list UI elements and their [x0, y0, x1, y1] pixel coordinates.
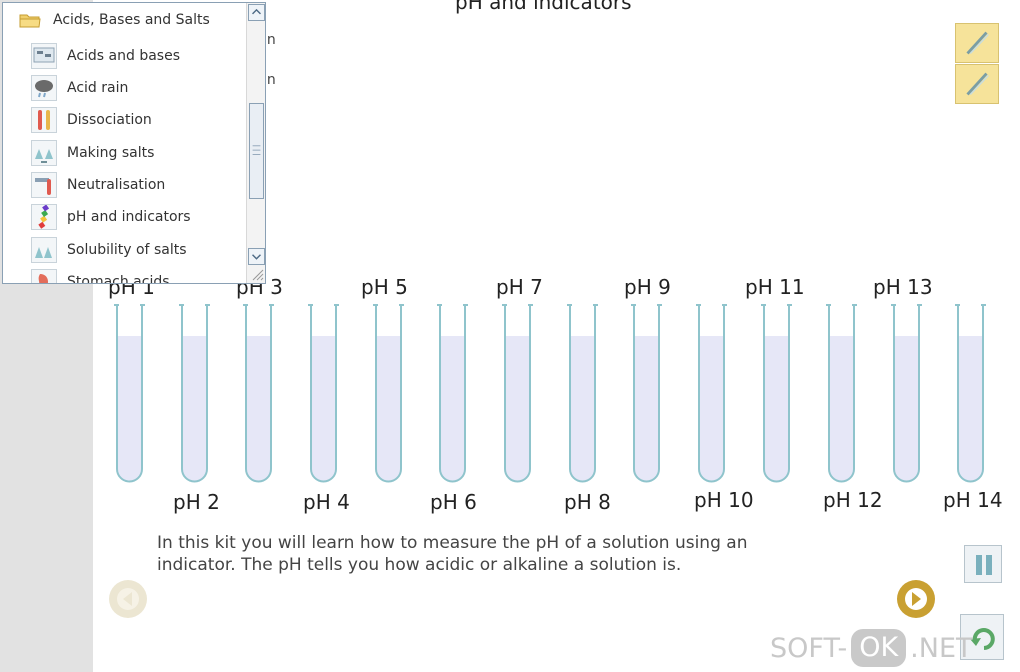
- pause-icon: [976, 555, 982, 575]
- tree-item-label: Acid rain: [67, 80, 129, 96]
- page-title: pH and indicators: [455, 0, 632, 14]
- tree-item-solubility-of-salts[interactable]: Solubility of salts: [31, 235, 241, 265]
- folder-icon: [19, 14, 41, 28]
- acid-rain-icon: [31, 75, 57, 101]
- tube-label: pH 13: [873, 275, 933, 299]
- resize-grip-icon[interactable]: [250, 267, 264, 281]
- indicator-label: in: [263, 72, 276, 88]
- tube-label: pH 10: [694, 488, 754, 512]
- tube-label: pH 5: [361, 275, 408, 299]
- next-button[interactable]: [897, 580, 935, 618]
- tube-label: pH 12: [823, 488, 883, 512]
- tree-item-label: Acids and bases: [67, 48, 181, 64]
- tube-label: pH 6: [430, 490, 477, 514]
- scroll-down-button[interactable]: [248, 248, 265, 265]
- tube-label: pH 7: [496, 275, 543, 299]
- making-salts-icon: [31, 140, 57, 166]
- pencil-icon: [966, 72, 989, 96]
- tree-item-acid-rain[interactable]: Acid rain: [31, 73, 241, 103]
- tree-item-ph-and-indicators[interactable]: pH and indicators: [31, 202, 241, 232]
- solubility-icon: [31, 237, 57, 263]
- tree-item-label: Making salts: [67, 145, 155, 161]
- tree-item-label: Solubility of salts: [67, 242, 187, 258]
- test-tube[interactable]: [308, 303, 339, 485]
- tree-scrollbar[interactable]: [246, 3, 265, 283]
- tree-item-making-salts[interactable]: Making salts: [31, 138, 241, 168]
- tube-label: pH 4: [303, 490, 350, 514]
- tube-label: pH 2: [173, 490, 220, 514]
- test-tube[interactable]: [114, 303, 145, 485]
- test-tube[interactable]: [826, 303, 857, 485]
- tree-item-neutralisation[interactable]: Neutralisation: [31, 170, 241, 200]
- previous-button[interactable]: [109, 580, 147, 618]
- tube-label: pH 9: [624, 275, 671, 299]
- test-tube[interactable]: [955, 303, 986, 485]
- intro-text: In this kit you will learn how to measur…: [157, 532, 877, 576]
- intro-line-2: indicator. The pH tells you how acidic o…: [157, 555, 682, 575]
- acids-bases-icon: [31, 43, 57, 69]
- watermark-ok: OK: [851, 629, 907, 667]
- chevron-up-icon: [252, 8, 261, 15]
- test-tube[interactable]: [891, 303, 922, 485]
- test-tube[interactable]: [502, 303, 533, 485]
- arrow-right-icon: [905, 588, 927, 610]
- stomach-icon: [31, 269, 57, 283]
- test-tube[interactable]: [696, 303, 727, 485]
- dissociation-icon: [31, 107, 57, 133]
- pause-icon-bar: [986, 555, 992, 575]
- tree-title: Acids, Bases and Salts: [53, 12, 210, 28]
- tree-header[interactable]: Acids, Bases and Salts: [3, 3, 243, 37]
- pause-button[interactable]: [964, 545, 1002, 583]
- arrow-left-icon: [117, 588, 139, 610]
- indicator-label: in: [263, 32, 276, 48]
- tree-item-label: pH and indicators: [67, 209, 191, 225]
- scroll-thumb[interactable]: [249, 103, 264, 199]
- ph-indicators-icon: [31, 204, 57, 230]
- topic-tree-dropdown[interactable]: Acids, Bases and Salts Acids and bases A…: [2, 2, 266, 284]
- tube-label: pH 14: [943, 488, 1003, 512]
- tube-label: pH 8: [564, 490, 611, 514]
- test-tube[interactable]: [631, 303, 662, 485]
- scroll-up-button[interactable]: [248, 4, 265, 21]
- watermark-left: SOFT-: [770, 632, 848, 664]
- refresh-icon: [970, 628, 995, 650]
- pencil-button-1[interactable]: [955, 23, 999, 63]
- pencil-button-2[interactable]: [955, 64, 999, 104]
- test-tube[interactable]: [761, 303, 792, 485]
- tube-label: pH 11: [745, 275, 805, 299]
- grip-icon: [252, 145, 261, 155]
- pencil-icon: [966, 31, 989, 55]
- tree-item-label: Stomach acids: [67, 274, 170, 284]
- refresh-button[interactable]: [960, 614, 1004, 660]
- tree-item-acids-and-bases[interactable]: Acids and bases: [31, 41, 241, 71]
- intro-line-1: In this kit you will learn how to measur…: [157, 533, 748, 553]
- chevron-down-icon: [252, 254, 261, 260]
- watermark: SOFT- OK .NET: [770, 627, 973, 669]
- tree-item-stomach-acids[interactable]: Stomach acids: [31, 267, 241, 284]
- tree-item-dissociation[interactable]: Dissociation: [31, 105, 241, 135]
- test-tube[interactable]: [243, 303, 274, 485]
- test-tube[interactable]: [373, 303, 404, 485]
- tree-item-label: Dissociation: [67, 112, 152, 128]
- neutralisation-icon: [31, 172, 57, 198]
- test-tube[interactable]: [437, 303, 468, 485]
- test-tube[interactable]: [179, 303, 210, 485]
- test-tube[interactable]: [567, 303, 598, 485]
- watermark-right: .NET: [910, 632, 973, 664]
- tree-item-label: Neutralisation: [67, 177, 166, 193]
